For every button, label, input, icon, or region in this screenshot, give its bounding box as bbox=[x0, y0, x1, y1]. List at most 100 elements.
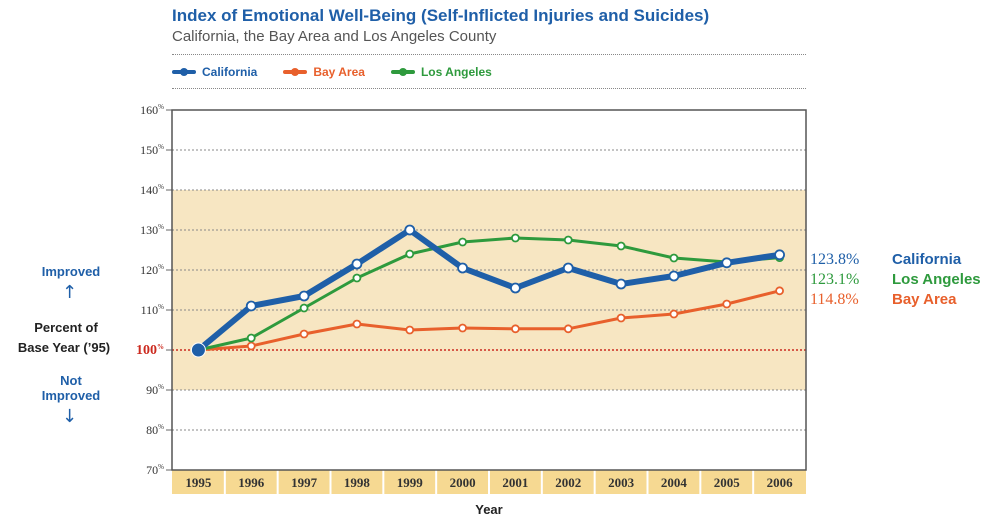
shaded-band bbox=[172, 190, 806, 390]
y-tick-unit: % bbox=[158, 143, 164, 151]
x-tick-label: 1995 bbox=[185, 475, 212, 490]
y-tick-label: 160% bbox=[140, 103, 164, 117]
data-point-california bbox=[298, 290, 310, 302]
y-tick-unit: % bbox=[158, 383, 164, 391]
data-point-california bbox=[721, 257, 733, 269]
x-tick-label: 1997 bbox=[291, 475, 318, 490]
legend-label: Los Angeles bbox=[420, 65, 492, 79]
data-point-los-angeles bbox=[458, 237, 467, 247]
data-point-los-angeles bbox=[352, 273, 362, 283]
start-point bbox=[190, 342, 206, 358]
up-arrow-icon: ↑ bbox=[62, 282, 78, 303]
legend: California Bay Area Los Angeles bbox=[172, 65, 492, 79]
x-tick-label: 2001 bbox=[502, 475, 528, 490]
data-point-bay-area bbox=[246, 341, 256, 351]
improved-label: Improved bbox=[41, 264, 101, 279]
y-tick-unit: % bbox=[158, 103, 164, 111]
y-tick-label: 80% bbox=[146, 423, 164, 437]
y-tick-unit: % bbox=[158, 423, 164, 431]
data-point-california bbox=[562, 262, 574, 274]
data-point-bay-area bbox=[616, 313, 626, 323]
data-point-los-angeles bbox=[669, 253, 679, 263]
percent-label: Percent of bbox=[34, 320, 98, 335]
x-tick-label: 2003 bbox=[608, 475, 635, 490]
data-point-bay-area bbox=[563, 324, 573, 334]
x-tick-label: 1999 bbox=[397, 475, 424, 490]
x-tick-label: 2006 bbox=[767, 475, 794, 490]
series-line-los-angeles bbox=[196, 236, 782, 352]
end-name: Los Angeles bbox=[892, 271, 981, 288]
data-point-los-angeles bbox=[405, 249, 415, 259]
y-tick-label: 120% bbox=[140, 263, 164, 277]
y-tick-label: 140% bbox=[140, 183, 164, 197]
base-year-label: Base Year (’95) bbox=[17, 340, 111, 355]
data-point-california bbox=[668, 270, 680, 282]
y-tick-label: 90% bbox=[146, 383, 164, 397]
plot-frame bbox=[171, 109, 807, 471]
legend-label: California bbox=[202, 65, 258, 79]
legend-swatch bbox=[172, 68, 196, 76]
data-point-california bbox=[774, 249, 785, 261]
end-label-california: 123.8% California bbox=[810, 251, 961, 269]
data-point-bay-area bbox=[669, 309, 679, 319]
data-point-los-angeles bbox=[616, 241, 626, 251]
y-tick-unit: % bbox=[158, 263, 164, 271]
data-point-california bbox=[510, 282, 521, 294]
data-point-california bbox=[615, 278, 627, 290]
data-point-bay-area bbox=[299, 329, 309, 339]
legend-item-california: California bbox=[172, 65, 257, 79]
data-point-los-angeles bbox=[563, 235, 573, 245]
x-tick-label: 1996 bbox=[238, 475, 265, 490]
data-point-los-angeles bbox=[246, 333, 256, 343]
legend-divider bbox=[172, 88, 806, 89]
x-tick-label: 2005 bbox=[714, 475, 741, 490]
x-tick-label: 2000 bbox=[450, 475, 476, 490]
legend-swatch bbox=[283, 68, 308, 76]
legend-item-los-angeles: Los Angeles bbox=[390, 65, 492, 79]
end-name: California bbox=[892, 251, 962, 268]
y-tick-label: 110% bbox=[141, 303, 165, 317]
data-point-bay-area bbox=[722, 299, 732, 309]
end-label-bay-area: 114.8% Bay Area bbox=[810, 291, 956, 309]
data-point-california bbox=[351, 258, 363, 270]
legend-label: Bay Area bbox=[313, 65, 365, 79]
data-point-california bbox=[404, 224, 416, 236]
data-point-bay-area bbox=[405, 325, 415, 335]
legend-swatch bbox=[390, 68, 415, 76]
end-value: 114.8% bbox=[810, 291, 859, 308]
end-value: 123.1% bbox=[810, 271, 860, 288]
end-name: Bay Area bbox=[892, 291, 957, 308]
data-point-bay-area bbox=[352, 319, 362, 329]
x-axis-label: Year bbox=[475, 502, 502, 517]
data-point-california bbox=[245, 300, 257, 312]
y-tick-label: 70% bbox=[146, 463, 164, 477]
y-tick-unit: % bbox=[158, 223, 164, 231]
data-point-los-angeles bbox=[511, 233, 520, 243]
end-value: 123.8% bbox=[810, 251, 860, 268]
y-tick-unit: % bbox=[158, 303, 164, 311]
series-line-california bbox=[195, 227, 783, 353]
y-tick-label: 150% bbox=[140, 143, 164, 157]
data-point-bay-area bbox=[511, 324, 520, 334]
data-point-bay-area bbox=[458, 323, 467, 333]
legend-item-bay-area: Bay Area bbox=[283, 65, 365, 79]
top-divider bbox=[172, 54, 806, 55]
series-line-bay-area bbox=[196, 289, 782, 352]
y-tick-unit: % bbox=[157, 343, 164, 351]
end-label-los-angeles: 123.1% Los Angeles bbox=[810, 271, 981, 289]
x-tick-label: 1998 bbox=[344, 475, 371, 490]
not-improved-label: Improved bbox=[41, 388, 101, 403]
data-point-bay-area bbox=[775, 286, 784, 296]
not-label: Not bbox=[60, 373, 82, 388]
y-tick-unit: % bbox=[158, 183, 164, 191]
y-tick-label: 130% bbox=[140, 223, 164, 237]
y-tick-unit: % bbox=[158, 463, 164, 471]
chart-subtitle: California, the Bay Area and Los Angeles… bbox=[172, 28, 497, 45]
chart-title: Index of Emotional Well-Being (Self-Infl… bbox=[172, 6, 710, 25]
y-tick-label: 100% bbox=[136, 343, 164, 358]
x-tick-label: 2004 bbox=[661, 475, 688, 490]
data-point-california bbox=[457, 262, 468, 274]
down-arrow-icon: ↓ bbox=[62, 406, 78, 427]
x-tick-label: 2002 bbox=[555, 475, 581, 490]
